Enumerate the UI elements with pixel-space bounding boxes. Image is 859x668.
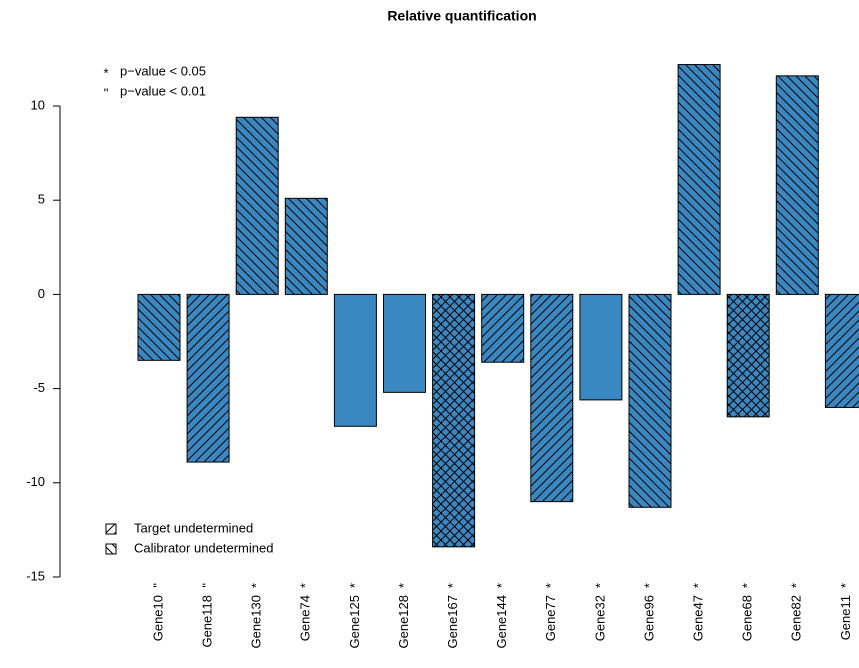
chart-title: Relative quantification (387, 8, 536, 24)
significance-marker: * (641, 583, 656, 588)
bar (137, 293, 181, 361)
x-tick-label: Gene10 (150, 595, 165, 641)
significance-marker: * (740, 583, 755, 588)
legend-swatch (105, 523, 117, 535)
bar (432, 293, 476, 548)
significance-marker: " (200, 583, 215, 588)
legend-swatch (105, 543, 117, 555)
bar (726, 293, 770, 418)
y-tick-label: -15 (26, 568, 45, 583)
bar (579, 293, 623, 401)
bar (677, 64, 721, 295)
x-tick-label: Gene11 (838, 595, 853, 640)
legend-label: Target undetermined (134, 520, 253, 535)
x-tick-label: Gene118 (200, 595, 215, 648)
bar (186, 293, 230, 463)
significance-marker: * (298, 583, 313, 588)
y-tick-label: 10 (31, 97, 45, 112)
y-tick-label: 5 (38, 192, 45, 207)
y-tick-label: 0 (38, 286, 45, 301)
bar (383, 293, 426, 393)
bar (333, 293, 377, 427)
legend-symbol: " (104, 85, 109, 100)
significance-marker: * (249, 583, 264, 588)
bar (824, 293, 859, 408)
significance-marker: * (445, 583, 460, 588)
legend-label: p−value < 0.05 (120, 63, 206, 78)
bar (775, 75, 819, 295)
bar (481, 293, 525, 363)
legend-label: Calibrator undetermined (134, 540, 273, 555)
legend-symbol: * (103, 65, 108, 80)
x-tick-label: Gene144 (494, 595, 509, 649)
significance-marker: * (543, 583, 558, 588)
x-tick-label: Gene167 (445, 595, 460, 649)
x-tick-label: Gene47 (691, 595, 706, 641)
significance-marker: " (150, 583, 165, 588)
x-tick-label: Gene96 (641, 595, 656, 641)
x-tick-label: Gene32 (592, 595, 607, 641)
significance-marker: * (396, 583, 411, 588)
significance-marker: * (494, 583, 509, 588)
bar (284, 197, 328, 295)
x-tick-label: Gene128 (396, 595, 411, 649)
significance-marker: * (347, 583, 362, 588)
x-tick-label: Gene68 (740, 595, 755, 641)
significance-marker: * (838, 583, 853, 588)
bar (235, 116, 279, 295)
x-tick-label: Gene130 (249, 595, 264, 649)
significance-marker: * (691, 583, 706, 588)
x-tick-label: Gene77 (543, 595, 558, 641)
bar (628, 293, 672, 508)
significance-marker: * (592, 583, 607, 588)
y-tick-label: -10 (26, 474, 45, 489)
x-tick-label: Gene74 (298, 595, 313, 641)
x-tick-label: Gene125 (347, 595, 362, 649)
legend-label: p−value < 0.01 (120, 83, 206, 98)
bar (530, 293, 574, 503)
y-tick-label: -5 (33, 380, 45, 395)
x-tick-label: Gene82 (789, 595, 804, 641)
significance-marker: * (789, 583, 804, 588)
